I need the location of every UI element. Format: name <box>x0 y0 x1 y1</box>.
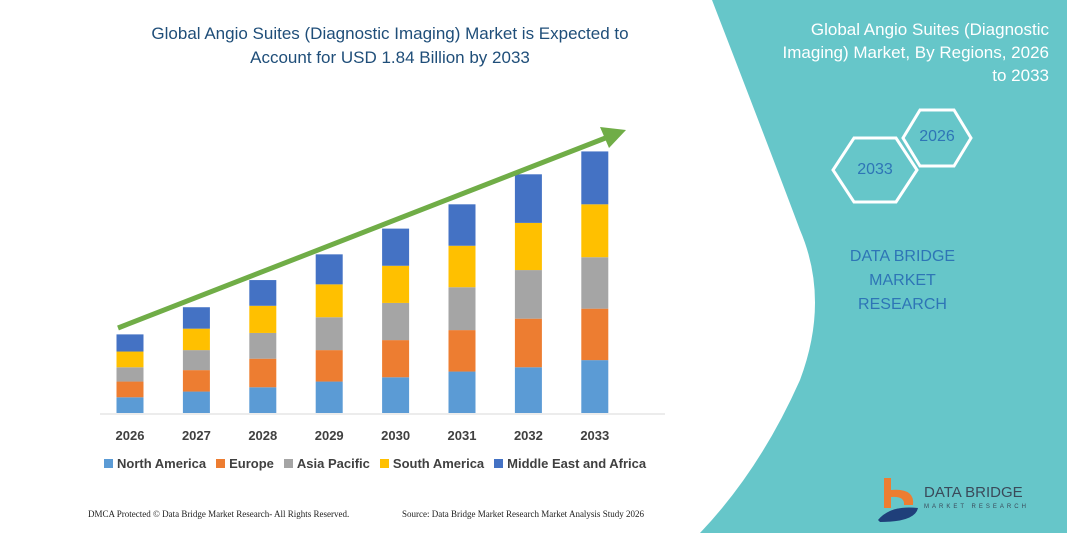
legend-swatch <box>104 459 113 468</box>
brand-text: DATA BRIDGE MARKET RESEARCH <box>815 245 990 317</box>
bar-segment-2030-asia-pacific <box>382 302 410 341</box>
x-tick-label: 2027 <box>182 428 211 443</box>
bar-segment-2032-south-america <box>514 222 542 271</box>
legend-item: Middle East and Africa <box>494 456 646 471</box>
chart-title-line-2: Account for USD 1.84 Billion by 2033 <box>250 48 530 67</box>
brand-line-1: DATA BRIDGE MARKET <box>849 248 956 289</box>
bar-segment-2029-europe <box>315 350 343 382</box>
legend-item: Asia Pacific <box>283 456 370 471</box>
bar-segment-2030-middle-east-and-africa <box>382 228 410 266</box>
bar-segment-2026-south-america <box>116 351 144 368</box>
legend-swatch <box>216 459 226 468</box>
bar-segment-2033-south-america <box>581 204 609 258</box>
side-panel-background <box>700 0 1067 533</box>
logo-subtext: MARKET RESEARCH <box>924 504 1029 510</box>
chart-title: Global Angio Suites (Diagnostic Imaging)… <box>90 22 690 70</box>
bar-segment-2030-north-america <box>382 377 410 413</box>
bar-segment-2028-south-america <box>249 305 277 333</box>
data-bridge-logo-icon <box>878 478 918 522</box>
side-title-line-1: Global Angio Suites (Diagnostic <box>810 20 1049 39</box>
legend: North America Europe Asia Pacific South Ame… <box>104 456 646 471</box>
bar-segment-2033-middle-east-and-africa <box>581 151 609 205</box>
x-tick-label: 2026 <box>116 428 145 443</box>
brand-line-2: RESEARCH <box>858 296 947 313</box>
bar-segment-2030-south-america <box>382 265 410 303</box>
x-tick-label: 2033 <box>580 428 609 443</box>
legend-item: South America <box>379 456 485 471</box>
bar-segment-2027-south-america <box>182 328 210 351</box>
legend-item: Europe <box>216 456 274 471</box>
bar-segment-2029-south-america <box>315 284 343 318</box>
bar-segment-2030-europe <box>382 340 410 378</box>
bar-segment-2029-middle-east-and-africa <box>315 254 343 285</box>
bar-segment-2031-europe <box>448 330 476 372</box>
trend-arrow <box>117 134 609 331</box>
legend-label: Middle East and Africa <box>507 456 647 471</box>
bar-segment-2028-north-america <box>249 387 277 413</box>
legend-label: Asia Pacific <box>296 456 370 471</box>
bar-segment-2032-middle-east-and-africa <box>514 174 542 223</box>
bar-segment-2026-north-america <box>116 397 144 413</box>
legend-swatch <box>283 459 293 468</box>
legend-label: South America <box>392 456 485 471</box>
bar-segment-2026-middle-east-and-africa <box>116 334 144 352</box>
x-tick-label: 2030 <box>381 428 410 443</box>
bar-segment-2029-asia-pacific <box>315 317 343 351</box>
bar-segment-2026-asia-pacific <box>116 367 144 382</box>
bar-segment-2032-asia-pacific <box>514 270 542 319</box>
bar-segment-2028-asia-pacific <box>249 332 277 359</box>
x-tick-labels: 2026 2027 2028 2029 2030 2031 2032 2033 <box>116 428 610 443</box>
bar-segment-2031-middle-east-and-africa <box>448 204 476 246</box>
footer-source: Source: Data Bridge Market Research Mark… <box>402 509 644 519</box>
bar-segment-2027-europe <box>182 370 210 392</box>
bar-segment-2028-europe <box>249 358 277 388</box>
bar-segment-2028-middle-east-and-africa <box>249 280 277 306</box>
bar-segment-2027-asia-pacific <box>182 350 210 371</box>
bar-segment-2031-north-america <box>448 371 476 413</box>
logo-text: DATA BRIDGE <box>924 484 1023 501</box>
hexagon-2033 <box>831 136 919 204</box>
bar-segment-2027-north-america <box>182 391 210 413</box>
footer-copyright: DMCA Protected © Data Bridge Market Rese… <box>88 509 350 519</box>
x-tick-label: 2029 <box>315 428 344 443</box>
legend-label: North America <box>117 456 207 471</box>
bar-segment-2033-north-america <box>581 360 609 413</box>
bar-segment-2031-south-america <box>448 245 476 288</box>
side-panel-title: Global Angio Suites (Diagnostic Imaging)… <box>749 18 1049 87</box>
side-title-line-2: Imaging) Market, By Regions, 2026 <box>782 43 1049 62</box>
bar-segment-2026-europe <box>116 381 144 398</box>
legend-label: Europe <box>229 456 274 471</box>
bar-segment-2033-asia-pacific <box>581 257 609 309</box>
x-tick-label: 2032 <box>514 428 543 443</box>
legend-swatch <box>494 459 504 468</box>
hex-label-end-year: 2033 <box>857 161 893 178</box>
bar-segment-2029-north-america <box>315 381 343 413</box>
bar-segment-2033-europe <box>581 308 609 361</box>
trend-arrow-head <box>600 127 626 148</box>
legend-swatch <box>379 459 389 468</box>
bar-segment-2032-europe <box>514 318 542 368</box>
x-tick-label: 2028 <box>248 428 277 443</box>
bars-group <box>116 151 609 413</box>
legend-item: North America <box>104 456 206 471</box>
bar-segment-2027-middle-east-and-africa <box>182 307 210 329</box>
bar-segment-2032-north-america <box>514 367 542 413</box>
hex-label-start-year: 2026 <box>919 128 955 145</box>
bar-segment-2031-asia-pacific <box>448 287 476 331</box>
x-tick-label: 2031 <box>448 428 477 443</box>
hexagon-2026 <box>901 108 973 168</box>
side-title-line-3: to 2033 <box>992 66 1049 85</box>
chart-title-line-1: Global Angio Suites (Diagnostic Imaging)… <box>151 24 629 43</box>
